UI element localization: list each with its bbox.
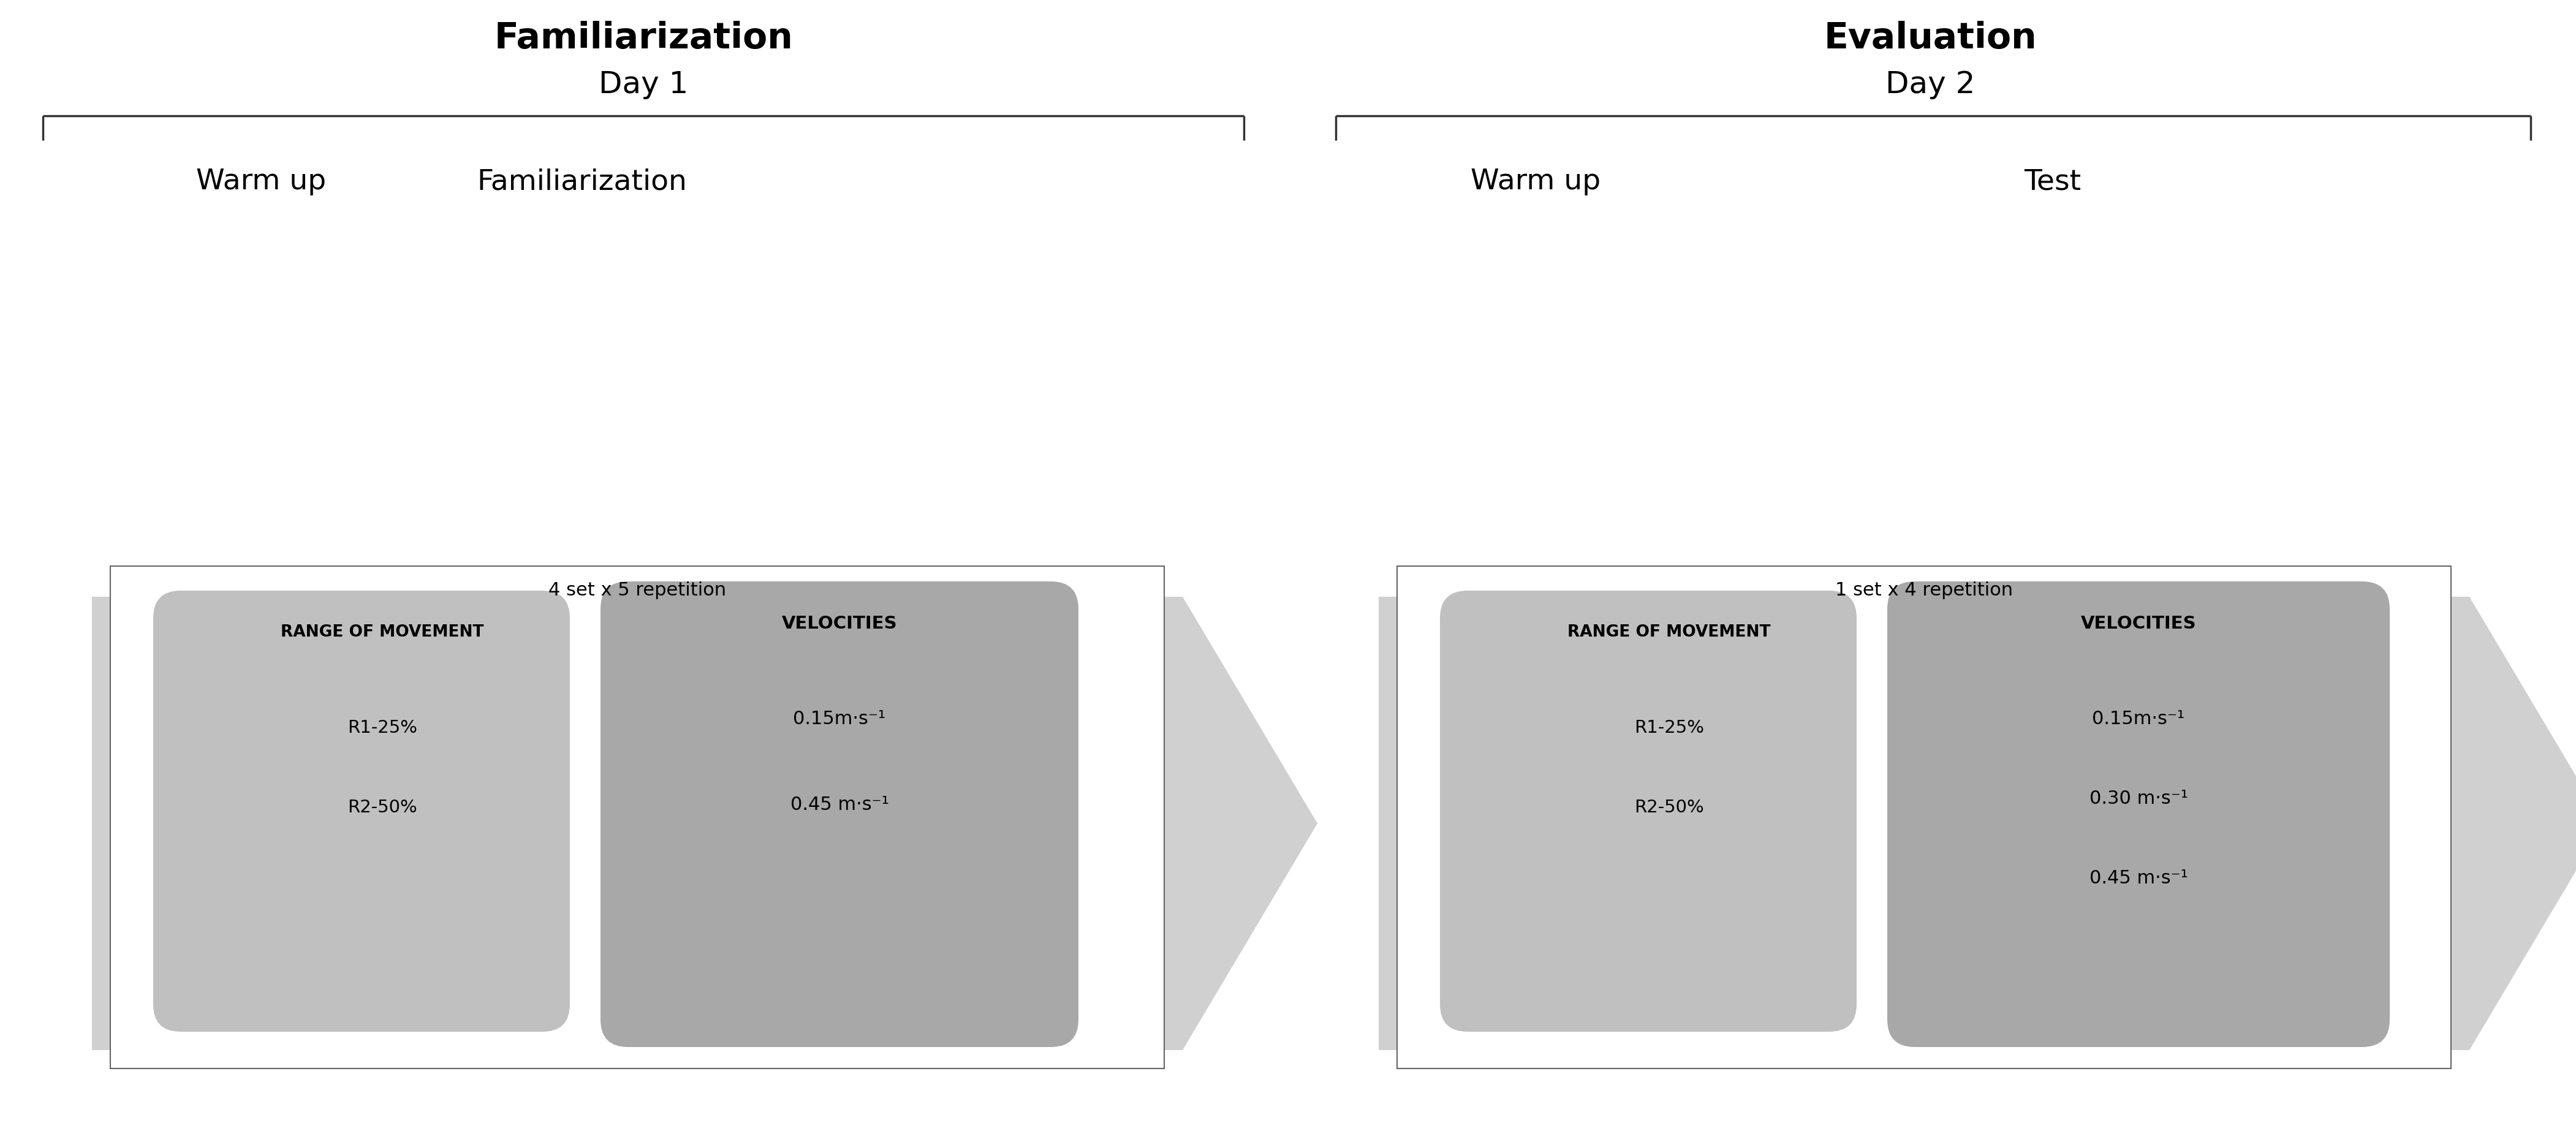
Text: Warm up: Warm up — [1471, 168, 1600, 195]
FancyBboxPatch shape — [111, 566, 1164, 1069]
Text: Test: Test — [2025, 168, 2081, 195]
Text: RANGE OF MOVEMENT: RANGE OF MOVEMENT — [1569, 625, 1770, 641]
Text: 0.15m·s⁻¹: 0.15m·s⁻¹ — [2092, 710, 2184, 727]
Text: 1 set x 4 repetition: 1 set x 4 repetition — [1834, 581, 2012, 600]
Text: Warm up: Warm up — [196, 168, 327, 195]
Text: VELOCITIES: VELOCITIES — [781, 616, 896, 633]
Text: R2-50%: R2-50% — [1633, 799, 1703, 817]
FancyBboxPatch shape — [152, 590, 569, 1031]
Text: 4 set x 5 repetition: 4 set x 5 repetition — [549, 581, 726, 600]
Text: R1-25%: R1-25% — [1633, 719, 1705, 737]
FancyBboxPatch shape — [1888, 581, 2391, 1047]
FancyBboxPatch shape — [600, 581, 1079, 1047]
Text: 0.15m·s⁻¹: 0.15m·s⁻¹ — [793, 710, 886, 727]
Text: R2-50%: R2-50% — [348, 799, 417, 817]
Text: RANGE OF MOVEMENT: RANGE OF MOVEMENT — [281, 625, 484, 641]
Polygon shape — [1378, 597, 2576, 1051]
Text: Day 1: Day 1 — [598, 70, 688, 99]
Text: Evaluation: Evaluation — [1824, 21, 2038, 56]
Text: R1-25%: R1-25% — [348, 719, 417, 737]
Text: Familiarization: Familiarization — [477, 168, 688, 195]
Text: VELOCITIES: VELOCITIES — [2081, 616, 2197, 633]
Polygon shape — [93, 597, 1316, 1051]
FancyBboxPatch shape — [1440, 590, 1857, 1031]
Text: 0.45 m·s⁻¹: 0.45 m·s⁻¹ — [791, 796, 889, 813]
Text: Day 2: Day 2 — [1886, 70, 1976, 99]
Text: Familiarization: Familiarization — [495, 21, 793, 56]
Text: 0.30 m·s⁻¹: 0.30 m·s⁻¹ — [2089, 790, 2187, 807]
Text: 0.45 m·s⁻¹: 0.45 m·s⁻¹ — [2089, 869, 2187, 887]
FancyBboxPatch shape — [1396, 566, 2450, 1069]
